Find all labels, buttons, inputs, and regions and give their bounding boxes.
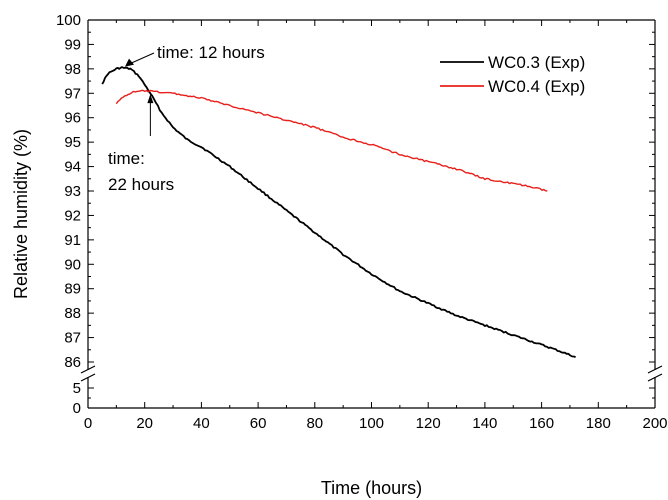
y-tick-label: 100	[56, 12, 81, 29]
y-tick-label: 96	[64, 110, 81, 127]
y-tick-label: 86	[64, 354, 81, 371]
y-tick-label: 94	[64, 159, 81, 176]
x-axis-title: Time (hours)	[321, 478, 422, 498]
annotation-12-hours: time: 12 hours	[157, 43, 265, 62]
legend: WC0.3 (Exp) WC0.4 (Exp)	[440, 53, 585, 96]
x-tick-label: 0	[84, 415, 92, 432]
annotations: time: 12 hours time: 22 hours	[108, 43, 265, 194]
y-tick-label: 90	[64, 256, 81, 273]
y-tick-label: 88	[64, 305, 81, 322]
x-tick-label: 120	[416, 415, 441, 432]
y-tick-label: 87	[64, 330, 81, 347]
axis-break-mark	[80, 365, 96, 374]
legend-label-wc04: WC0.4 (Exp)	[488, 77, 585, 96]
x-tick-label: 40	[193, 415, 210, 432]
plot-area	[101, 66, 576, 358]
series-line-wc03	[101, 66, 576, 358]
x-tick-label: 80	[306, 415, 323, 432]
y-tick-label: 93	[64, 183, 81, 200]
legend-label-wc03: WC0.3 (Exp)	[488, 53, 585, 72]
y-axis-title: Relative humidity (%)	[11, 129, 31, 299]
y-tick-label: 5	[73, 380, 81, 397]
axes: 0 20 40 60 80 100 120 140 160 180 200 86 87 88 89 90 91 9…	[56, 12, 668, 432]
axis-break-mark	[80, 373, 96, 382]
y-tick-label: 0	[73, 400, 81, 417]
series-line-wc04	[115, 89, 548, 192]
y-tick-label: 91	[64, 232, 81, 249]
axis-break-mark	[647, 373, 663, 382]
annotation-22-hours-line2: 22 hours	[108, 175, 174, 194]
annotation-arrowhead-12h	[125, 58, 135, 67]
y-tick-label: 97	[64, 85, 81, 102]
x-tick-label: 20	[136, 415, 153, 432]
y-tick-label: 95	[64, 134, 81, 151]
y-tick-label: 98	[64, 61, 81, 78]
annotation-arrowhead-22h	[147, 94, 154, 104]
axis-break-mark	[647, 365, 663, 374]
y-tick-label: 99	[64, 36, 81, 53]
y-tick-label: 92	[64, 207, 81, 224]
x-tick-label: 180	[586, 415, 611, 432]
x-tick-label: 160	[529, 415, 554, 432]
x-tick-label: 60	[250, 415, 267, 432]
annotation-22-hours-line1: time:	[108, 149, 145, 168]
x-tick-label: 100	[359, 415, 384, 432]
x-tick-label: 200	[642, 415, 667, 432]
y-tick-label: 89	[64, 281, 81, 298]
x-tick-label: 140	[472, 415, 497, 432]
annotation-arrow-12h	[129, 52, 155, 65]
